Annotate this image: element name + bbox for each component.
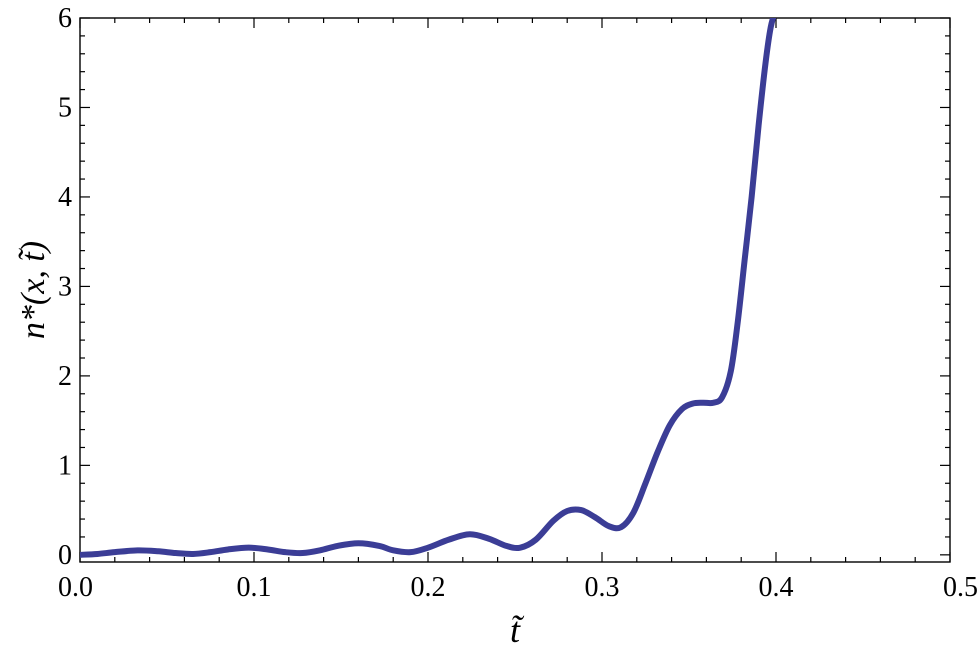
y-tick-label: 6 bbox=[58, 3, 72, 34]
series-line-0 bbox=[80, 18, 777, 558]
y-tick-label: 5 bbox=[58, 92, 72, 123]
x-tick-label: 0.5 bbox=[943, 572, 978, 603]
axis-ticks bbox=[79, 17, 951, 562]
x-axis-label: t̃ bbox=[510, 610, 525, 650]
x-tick-label: 0.1 bbox=[237, 572, 272, 603]
y-tick-label: 3 bbox=[58, 271, 72, 302]
y-tick-label: 0 bbox=[58, 540, 72, 571]
series-group bbox=[80, 18, 777, 558]
axis-tick-labels: 0.0 0.1 0.2 0.3 0.4 0.5 0 1 2 3 4 5 6 bbox=[58, 3, 978, 603]
y-tick-label: 4 bbox=[58, 182, 72, 213]
x-tick-label: 0.2 bbox=[411, 572, 446, 603]
y-axis-label: n*(x, t̃) bbox=[15, 241, 52, 339]
x-tick-label: 0.3 bbox=[585, 572, 620, 603]
y-tick-label: 2 bbox=[58, 361, 72, 392]
x-tick-label: 0.4 bbox=[759, 572, 794, 603]
x-tick-label: 0.0 bbox=[58, 572, 93, 603]
y-tick-label: 1 bbox=[58, 450, 72, 481]
plot-frame bbox=[79, 17, 951, 563]
